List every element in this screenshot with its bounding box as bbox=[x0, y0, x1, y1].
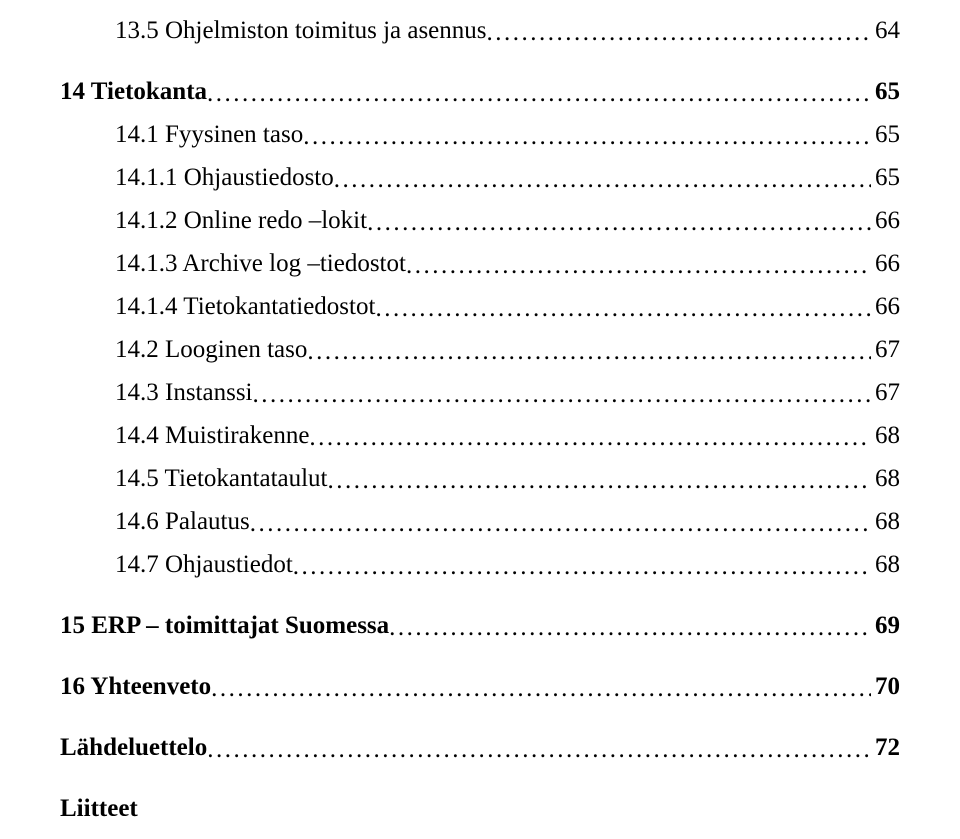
toc-row: 14.1 Fyysinen taso 65 bbox=[60, 122, 900, 147]
toc-entry-label: 14 Tietokanta bbox=[60, 79, 207, 104]
toc-leader-dots bbox=[389, 615, 871, 640]
toc-leader-dots bbox=[293, 554, 871, 579]
toc-section-gap bbox=[60, 778, 900, 796]
toc-row: 14.2 Looginen taso 67 bbox=[60, 337, 900, 362]
toc-leader-dots bbox=[211, 676, 871, 701]
toc-row: 13.5 Ohjelmiston toimitus ja asennus 64 bbox=[60, 18, 900, 43]
toc-row: 14.3 Instanssi 67 bbox=[60, 380, 900, 405]
toc-leader-dots bbox=[406, 253, 871, 278]
toc-entry-label: 14.3 Instanssi bbox=[115, 380, 253, 405]
toc-section-gap bbox=[60, 717, 900, 735]
toc-entry-page: 68 bbox=[871, 466, 900, 491]
toc-entry-page: 67 bbox=[871, 380, 900, 405]
toc-leader-dots bbox=[367, 210, 871, 235]
toc-leader-dots bbox=[328, 468, 872, 493]
toc-row: 14.7 Ohjaustiedot 68 bbox=[60, 552, 900, 577]
toc-section-gap bbox=[60, 61, 900, 79]
toc-page: 13.5 Ohjelmiston toimitus ja asennus 64 14… bbox=[0, 0, 960, 839]
toc-row: 14.5 Tietokantataulut 68 bbox=[60, 466, 900, 491]
toc-leader-dots bbox=[253, 382, 872, 407]
toc-entry-page: 65 bbox=[871, 165, 900, 190]
toc-row: 14.1.3 Archive log –tiedostot 66 bbox=[60, 251, 900, 276]
toc-entry-page: 64 bbox=[871, 18, 900, 43]
toc-leader-dots bbox=[309, 425, 871, 450]
toc-row: 14.6 Palautus 68 bbox=[60, 509, 900, 534]
toc-entry-page: 70 bbox=[871, 674, 900, 699]
toc-leader-dots bbox=[334, 167, 871, 192]
toc-entry-label: 14.6 Palautus bbox=[115, 509, 250, 534]
toc-entry-page: 69 bbox=[871, 613, 900, 638]
toc-leader-dots bbox=[303, 124, 871, 149]
toc-entry-label: 14.2 Looginen taso bbox=[115, 337, 307, 362]
toc-entry-page: 67 bbox=[871, 337, 900, 362]
toc-entry-label: 15 ERP – toimittajat Suomessa bbox=[60, 613, 389, 638]
toc-entry-label: 13.5 Ohjelmiston toimitus ja asennus bbox=[115, 18, 487, 43]
toc-leader-dots bbox=[250, 511, 871, 536]
toc-entry-page: 66 bbox=[871, 294, 900, 319]
toc-entry-label: 14.1.3 Archive log –tiedostot bbox=[115, 251, 406, 276]
toc-entry-page: 68 bbox=[871, 423, 900, 448]
toc-entry-label: 14.5 Tietokantataulut bbox=[115, 466, 328, 491]
toc-entry-label: Lähdeluettelo bbox=[60, 735, 207, 760]
toc-leader-dots bbox=[207, 81, 871, 106]
toc-entry-label: 14.1.2 Online redo –lokit bbox=[115, 208, 367, 233]
toc-entry-page: 65 bbox=[871, 122, 900, 147]
toc-section-gap bbox=[60, 595, 900, 613]
toc-entry-page: 72 bbox=[871, 735, 900, 760]
toc-row: 14.1.4 Tietokantatiedostot 66 bbox=[60, 294, 900, 319]
toc-entry-label: 14.1 Fyysinen taso bbox=[115, 122, 303, 147]
toc-entry-page: 68 bbox=[871, 552, 900, 577]
toc-entry-page: 66 bbox=[871, 208, 900, 233]
toc-entry-label: 14.1.4 Tietokantatiedostot bbox=[115, 294, 375, 319]
toc-entry-page: 66 bbox=[871, 251, 900, 276]
toc-row: 16 Yhteenveto 70 bbox=[60, 674, 900, 699]
toc-list: 13.5 Ohjelmiston toimitus ja asennus 64 14… bbox=[60, 18, 900, 796]
toc-leader-dots bbox=[375, 296, 871, 321]
toc-leader-dots bbox=[487, 20, 871, 45]
toc-row: 14.1.1 Ohjaustiedosto 65 bbox=[60, 165, 900, 190]
toc-row: Lähdeluettelo 72 bbox=[60, 735, 900, 760]
toc-heading-trailing: Liitteet bbox=[60, 796, 900, 821]
toc-leader-dots bbox=[207, 737, 871, 762]
toc-entry-label: 14.1.1 Ohjaustiedosto bbox=[115, 165, 334, 190]
toc-entry-label: 14.4 Muistirakenne bbox=[115, 423, 309, 448]
toc-row: 14.4 Muistirakenne 68 bbox=[60, 423, 900, 448]
toc-row: 14.1.2 Online redo –lokit 66 bbox=[60, 208, 900, 233]
toc-row: 14 Tietokanta 65 bbox=[60, 79, 900, 104]
toc-row: 15 ERP – toimittajat Suomessa 69 bbox=[60, 613, 900, 638]
toc-entry-page: 65 bbox=[871, 79, 900, 104]
toc-entry-label: 16 Yhteenveto bbox=[60, 674, 211, 699]
toc-heading-trailing-label: Liitteet bbox=[60, 795, 138, 822]
toc-entry-label: 14.7 Ohjaustiedot bbox=[115, 552, 293, 577]
toc-entry-page: 68 bbox=[871, 509, 900, 534]
toc-section-gap bbox=[60, 656, 900, 674]
toc-leader-dots bbox=[307, 339, 871, 364]
